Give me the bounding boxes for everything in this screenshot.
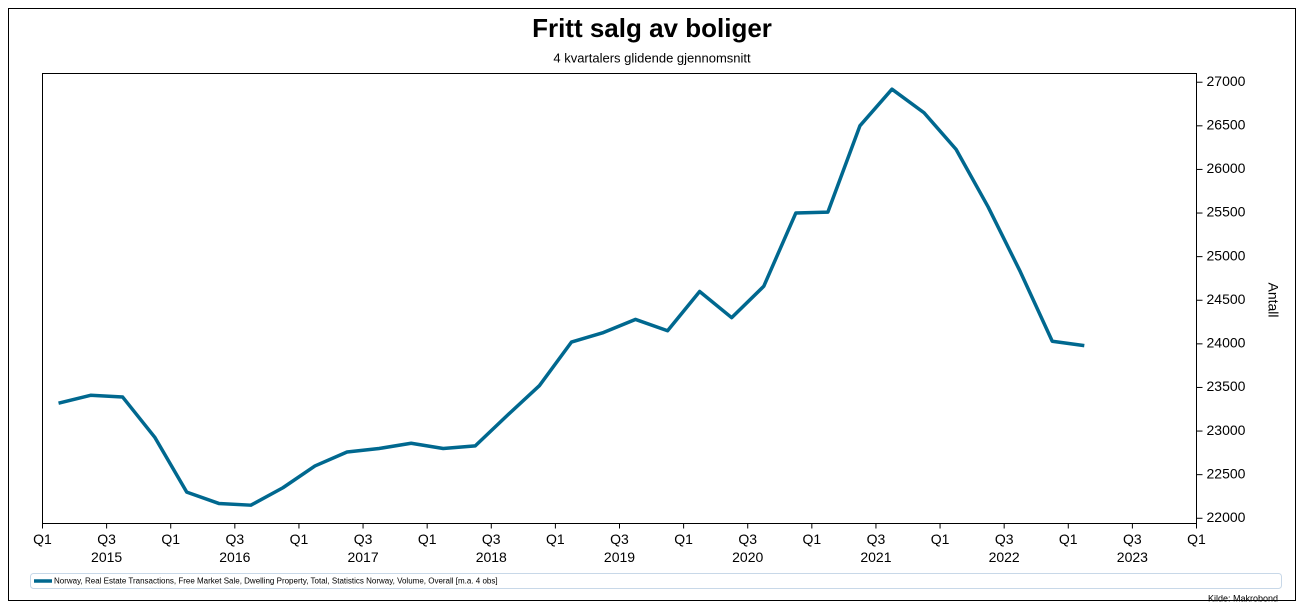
x-tick-label: Q1 — [1059, 531, 1078, 547]
y-tick-label: 23500 — [1207, 378, 1246, 394]
x-tick-label: Q1 — [161, 531, 180, 547]
x-tick-label: Q3 — [738, 531, 757, 547]
x-tick-label: Q1 — [418, 531, 437, 547]
x-year-label: 2019 — [604, 549, 635, 565]
x-year-label: 2018 — [476, 549, 507, 565]
x-year-label: 2020 — [732, 549, 763, 565]
x-tick-label: Q1 — [33, 531, 52, 547]
x-tick-label: Q3 — [354, 531, 373, 547]
y-tick-label: 23000 — [1207, 422, 1246, 438]
x-tick-label: Q1 — [802, 531, 821, 547]
x-tick-label: Q3 — [97, 531, 116, 547]
x-tick-label: Q3 — [867, 531, 886, 547]
y-tick-label: 26500 — [1207, 117, 1246, 133]
x-tick-label: Q1 — [1187, 531, 1206, 547]
x-tick-label: Q1 — [674, 531, 693, 547]
x-tick-label: Q1 — [290, 531, 309, 547]
y-axis-label: Antall — [1265, 282, 1281, 317]
x-tick-label: Q3 — [995, 531, 1014, 547]
chart-subtitle: 4 kvartalers glidende gjennomsnitt — [553, 50, 751, 65]
legend — [30, 573, 1282, 589]
y-tick-label: 25000 — [1207, 247, 1246, 263]
x-year-label: 2023 — [1117, 549, 1148, 565]
y-tick-label: 24500 — [1207, 291, 1246, 307]
y-tick-label: 24000 — [1207, 335, 1246, 351]
x-year-label: 2021 — [860, 549, 891, 565]
source: Kilde: Makrobond — [1208, 593, 1278, 603]
x-tick-label: Q3 — [1123, 531, 1142, 547]
x-tick-label: Q3 — [482, 531, 501, 547]
y-tick-label: 27000 — [1207, 73, 1246, 89]
x-year-label: 2016 — [219, 549, 250, 565]
y-tick-label: 25500 — [1207, 204, 1246, 220]
y-tick-label: 26000 — [1207, 160, 1246, 176]
y-tick-label: 22000 — [1207, 509, 1246, 525]
x-tick-label: Q3 — [610, 531, 629, 547]
x-year-label: 2022 — [989, 549, 1020, 565]
x-year-label: 2015 — [91, 549, 122, 565]
x-tick-label: Q1 — [931, 531, 950, 547]
chart-title: Fritt salg av boliger — [532, 13, 772, 43]
legend-label: Norway, Real Estate Transactions, Free M… — [54, 577, 498, 586]
y-tick-label: 22500 — [1207, 465, 1246, 481]
x-year-label: 2017 — [347, 549, 378, 565]
x-tick-label: Q3 — [225, 531, 244, 547]
line-series — [58, 87, 1085, 507]
x-tick-label: Q1 — [546, 531, 565, 547]
frame — [8, 8, 1296, 601]
